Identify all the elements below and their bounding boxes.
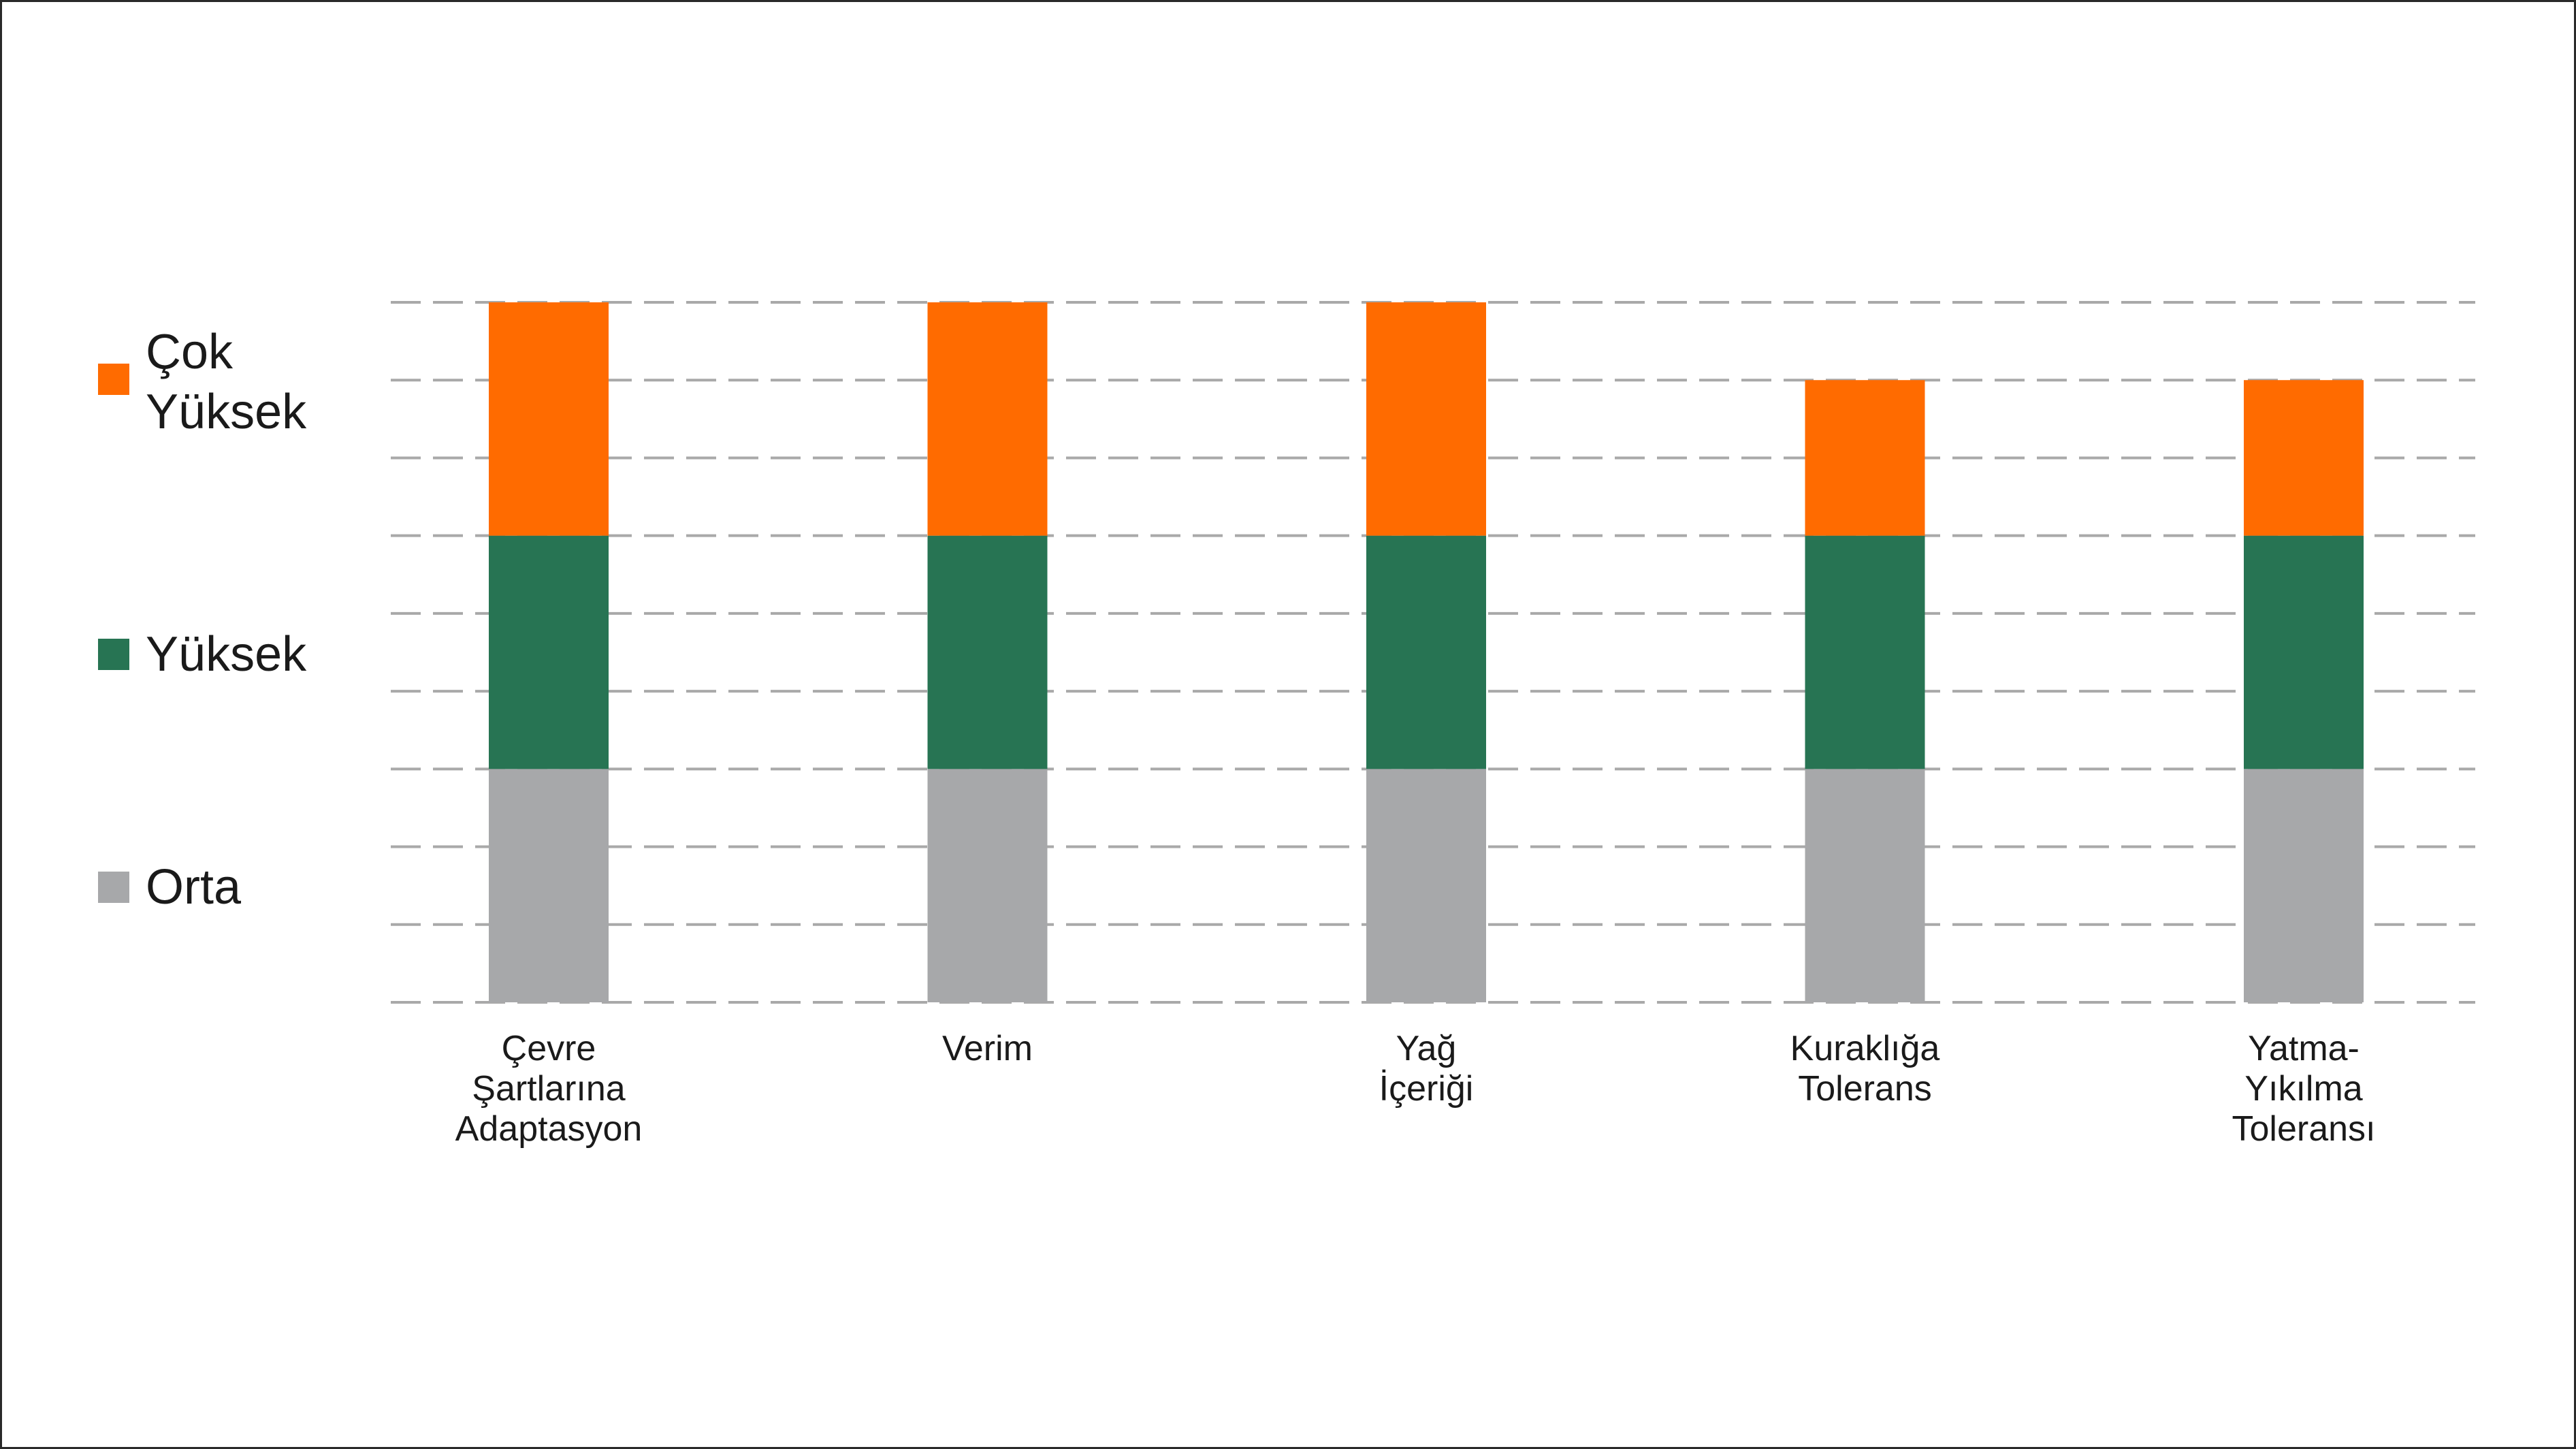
legend-label-orta: Orta	[146, 860, 242, 914]
bar-segment-orta	[2244, 769, 2364, 1002]
legend-label-yuksek: Yüksek	[146, 627, 307, 682]
bar-segment-yuksek	[2244, 535, 2364, 769]
legend-swatch-yuksek	[98, 639, 129, 670]
x-tick-label: Çevre Şartlarına Adaptasyon	[455, 1029, 643, 1149]
bar-segment-cok-yuksek	[1805, 380, 1925, 536]
legend-label-cok-yuksek: Çok Yüksek	[146, 325, 307, 439]
bar-segment-yuksek	[1366, 535, 1486, 769]
bar-segment-orta	[1366, 769, 1486, 1002]
bars	[489, 302, 2364, 1002]
x-tick-label: Yağ İçeriği	[1379, 1029, 1474, 1109]
bar-segment-yuksek	[1805, 535, 1925, 769]
bar-segment-cok-yuksek	[489, 302, 609, 536]
bar-segment-orta	[927, 769, 1048, 1002]
bar-segment-cok-yuksek	[1366, 302, 1486, 536]
x-tick-label: Yatma-Yıkılma Toleransı	[2232, 1029, 2376, 1149]
bar-segment-cok-yuksek	[927, 302, 1048, 536]
bar-segment-orta	[489, 769, 609, 1002]
legend-swatch-cok-yuksek	[98, 364, 129, 395]
x-tick-label: Kuraklığa Tolerans	[1790, 1029, 1940, 1109]
legend-swatch-orta	[98, 872, 129, 903]
bar-segment-yuksek	[489, 535, 609, 769]
bar-segment-cok-yuksek	[2244, 380, 2364, 536]
x-tick-label: Verim	[942, 1029, 1033, 1068]
bar-segment-yuksek	[927, 535, 1048, 769]
bar-segment-orta	[1805, 769, 1925, 1002]
x-axis-labels: Çevre Şartlarına Adaptasyon Verim Yağ İçeriği…	[455, 1029, 2376, 1149]
